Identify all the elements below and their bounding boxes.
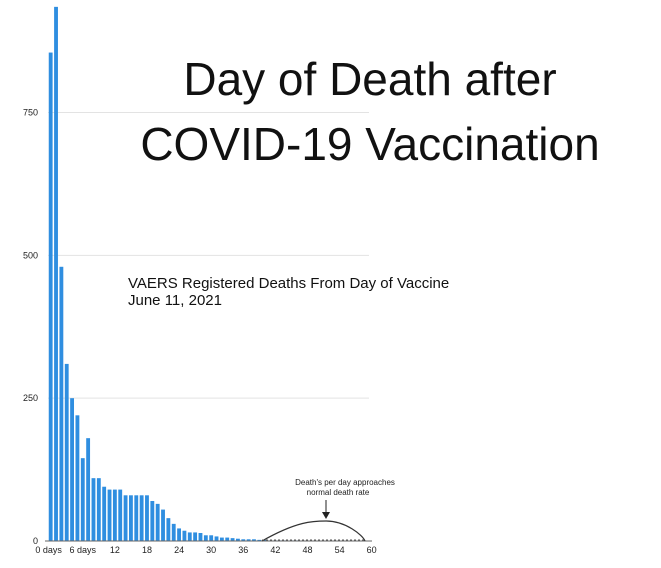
bar-day-27 (193, 532, 198, 541)
bar-day-18 (145, 495, 149, 541)
bar-day-1 (54, 6, 58, 541)
bar-day-11 (107, 489, 112, 541)
x-tick-label: 18 (142, 545, 152, 555)
bar-day-12 (112, 489, 117, 541)
bar-day-7 (86, 438, 91, 541)
annotation-arrow-head (322, 512, 330, 519)
x-tick-label: 54 (335, 545, 345, 555)
bar-day-29 (203, 535, 208, 541)
bar-day-35 (235, 538, 240, 541)
bar-day-19 (150, 501, 155, 541)
x-tick-label: 6 days (70, 545, 97, 555)
x-tick-label: 12 (110, 545, 120, 555)
y-axis-ticks: 0 250 500 750 (23, 108, 38, 546)
bar-day-3 (64, 363, 69, 541)
x-tick-label: 36 (238, 545, 248, 555)
bar-day-38 (252, 539, 256, 541)
bar-day-34 (230, 538, 235, 541)
bar-day-4 (70, 398, 75, 541)
bar-day-14 (123, 495, 128, 541)
bar-day-13 (118, 489, 123, 541)
bar-day-10 (102, 486, 107, 541)
y-tick-label: 500 (23, 250, 38, 260)
bar-day-17 (139, 495, 144, 541)
x-tick-label: 0 days (35, 545, 62, 555)
chart-title-line-2: COVID-19 Vaccination (140, 118, 599, 170)
bar-day-15 (128, 495, 133, 541)
bar-day-39 (257, 539, 262, 541)
y-tick-label: 750 (23, 108, 38, 118)
bar-day-0 (48, 52, 53, 542)
bar-day-26 (187, 532, 192, 541)
y-tick-label: 0 (33, 536, 38, 546)
bar-day-40 (262, 539, 267, 541)
annotation-curve (261, 520, 366, 542)
bar-day-32 (219, 537, 224, 541)
x-tick-label: 42 (270, 545, 280, 555)
bar-day-36 (241, 539, 246, 541)
annotation: Death's per day approaches normal death … (261, 478, 395, 542)
x-tick-label: 24 (174, 545, 184, 555)
chart-subtitle-line-2: June 11, 2021 (128, 292, 222, 309)
chart-title-line-1: Day of Death after (183, 53, 556, 105)
bar-day-25 (182, 530, 187, 541)
bar-day-37 (246, 539, 251, 541)
bar-series (48, 6, 299, 542)
bar-day-20 (155, 503, 160, 541)
bar-day-24 (177, 528, 182, 541)
bar-day-6 (80, 458, 85, 541)
y-tick-label: 250 (23, 393, 38, 403)
bar-day-31 (214, 536, 219, 541)
bar-day-16 (134, 495, 139, 541)
bar-day-30 (209, 535, 214, 541)
x-axis-ticks: 0 days 6 days 12 18 24 30 36 42 48 54 60 (35, 545, 376, 555)
chart-subtitle-line-1: VAERS Registered Deaths From Day of Vacc… (128, 275, 449, 292)
x-tick-label: 60 (367, 545, 377, 555)
bar-day-22 (166, 518, 171, 541)
x-tick-label: 48 (302, 545, 312, 555)
x-tick-label: 30 (206, 545, 216, 555)
bar-day-5 (75, 415, 80, 541)
bar-day-33 (225, 537, 230, 541)
bar-day-28 (198, 533, 203, 541)
gridlines (48, 112, 369, 399)
annotation-text-line-2: normal death rate (307, 488, 370, 497)
annotation-text-line-1: Death's per day approaches (295, 478, 395, 487)
bar-day-2 (59, 266, 64, 541)
bar-day-9 (96, 478, 101, 541)
bar-day-23 (171, 523, 176, 541)
bar-day-21 (161, 509, 165, 541)
bar-day-8 (91, 478, 96, 541)
